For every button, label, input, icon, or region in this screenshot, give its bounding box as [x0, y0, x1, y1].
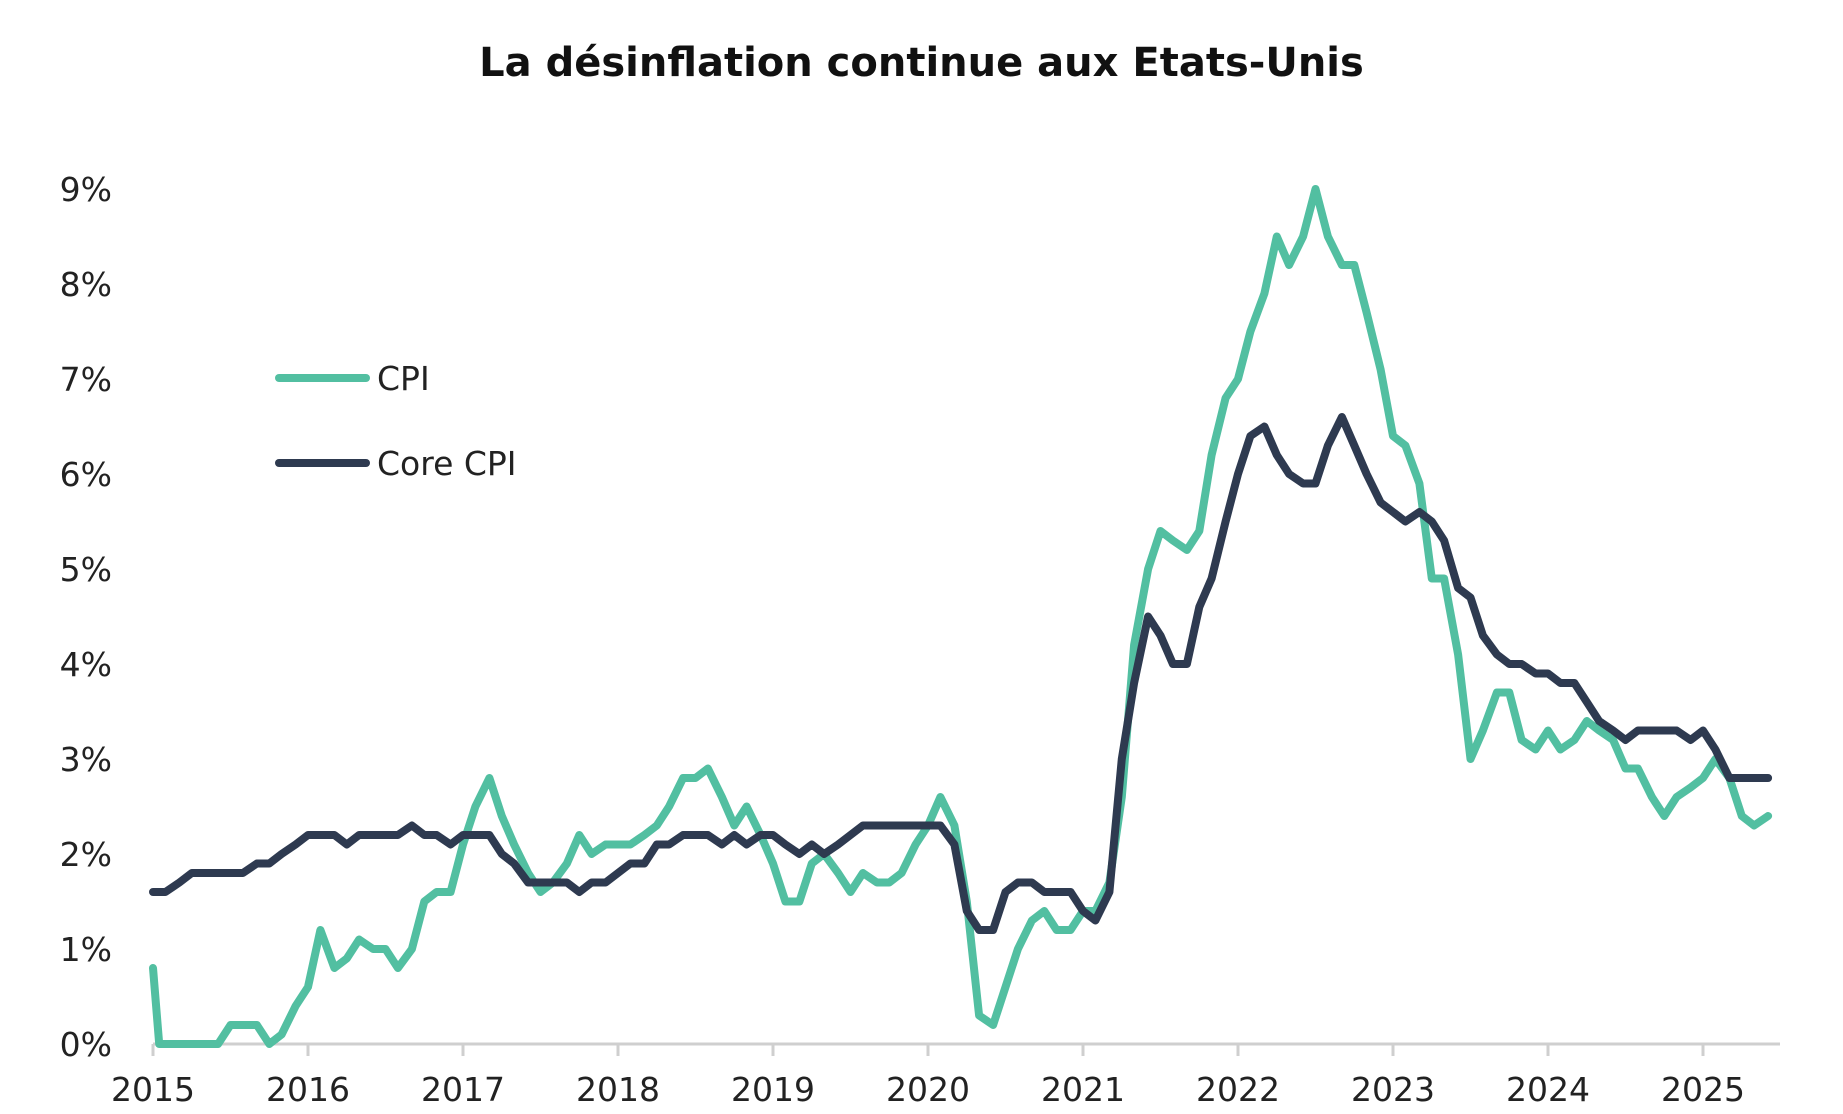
y-tick-label: 1%	[60, 930, 112, 969]
y-tick-label: 5%	[60, 550, 112, 589]
y-axis-tick-labels: 0% 1% 2% 3% 4% 5% 6% 7% 8% 9%	[60, 170, 112, 1064]
x-axis: 2015 2016 2017 2018 2019 2020 2021 2022 2023 2024…	[111, 1042, 1780, 1109]
y-tick-label: 0%	[60, 1025, 112, 1064]
x-tick-label: 2025	[1661, 1070, 1745, 1109]
x-tick-label: 2019	[731, 1070, 815, 1109]
x-tick-label: 2024	[1506, 1070, 1590, 1109]
legend-label: Core CPI	[377, 444, 517, 483]
y-tick-label: 4%	[60, 645, 112, 684]
x-tick-label: 2023	[1351, 1070, 1435, 1109]
legend-label: CPI	[377, 359, 430, 398]
x-tick-label: 2021	[1041, 1070, 1125, 1109]
x-tick-label: 2015	[111, 1070, 195, 1109]
x-tick-label: 2017	[421, 1070, 505, 1109]
y-tick-label: 9%	[60, 170, 112, 209]
series-line-cpi	[149, 185, 1773, 1048]
x-tick-label: 2016	[266, 1070, 350, 1109]
x-tick-label: 2020	[886, 1070, 970, 1109]
x-tick-label: 2022	[1196, 1070, 1280, 1109]
chart-title: La désinflation continue aux Etats-Unis	[479, 40, 1364, 86]
series-line-core-cpi	[149, 413, 1773, 934]
x-tick-label: 2018	[576, 1070, 660, 1109]
legend: CPI Core CPI	[275, 359, 517, 483]
series-lines	[149, 185, 1773, 1048]
y-tick-label: 8%	[60, 265, 112, 304]
y-tick-label: 3%	[60, 740, 112, 779]
y-tick-label: 6%	[60, 455, 112, 494]
y-tick-label: 7%	[60, 360, 112, 399]
y-tick-label: 2%	[60, 835, 112, 874]
